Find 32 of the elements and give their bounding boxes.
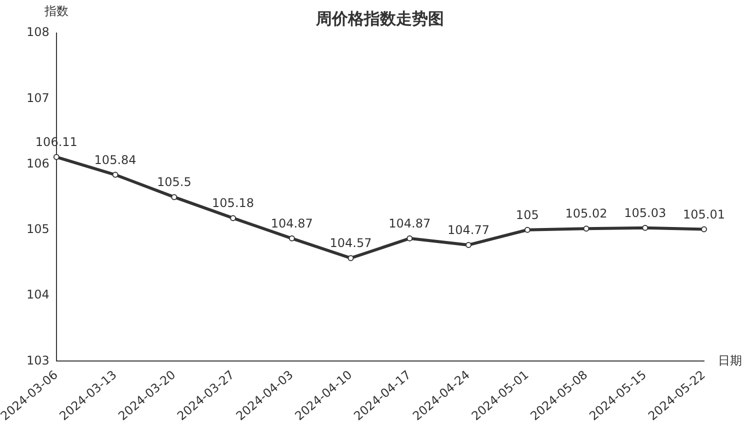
y-axis-title: 指数 (43, 4, 68, 18)
y-tick-label: 104 (26, 288, 50, 302)
data-label: 105.02 (565, 206, 608, 221)
data-label: 105.18 (212, 196, 254, 210)
data-label: 104.57 (330, 236, 372, 250)
data-label: 105.84 (94, 152, 136, 167)
point (288, 235, 295, 242)
data-label: 104.87 (388, 216, 431, 231)
data-label: 105.01 (683, 207, 725, 222)
data-label: 105 (516, 208, 539, 222)
point (230, 215, 236, 222)
y-tick-label: 103 (26, 353, 50, 368)
point (406, 235, 413, 242)
point (524, 226, 530, 233)
point (348, 255, 354, 262)
y-tick-label: 108 (26, 25, 50, 40)
y-tick-label: 107 (26, 90, 50, 105)
data-label: 105.03 (624, 206, 666, 220)
point (701, 226, 707, 232)
data-label: 104.87 (270, 216, 313, 231)
data-label: 105.5 (156, 175, 192, 190)
x-axis-title: 日期 (718, 353, 742, 368)
point (466, 242, 472, 248)
chart-title: 周价格指数走势图 (315, 9, 444, 28)
y-tick-label: 106 (26, 156, 50, 170)
point (53, 154, 60, 160)
data-label: 104.77 (448, 223, 490, 238)
y-tick-label: 105 (26, 222, 50, 236)
point (171, 194, 178, 200)
point (642, 224, 648, 231)
point (112, 172, 118, 178)
point (583, 226, 590, 232)
